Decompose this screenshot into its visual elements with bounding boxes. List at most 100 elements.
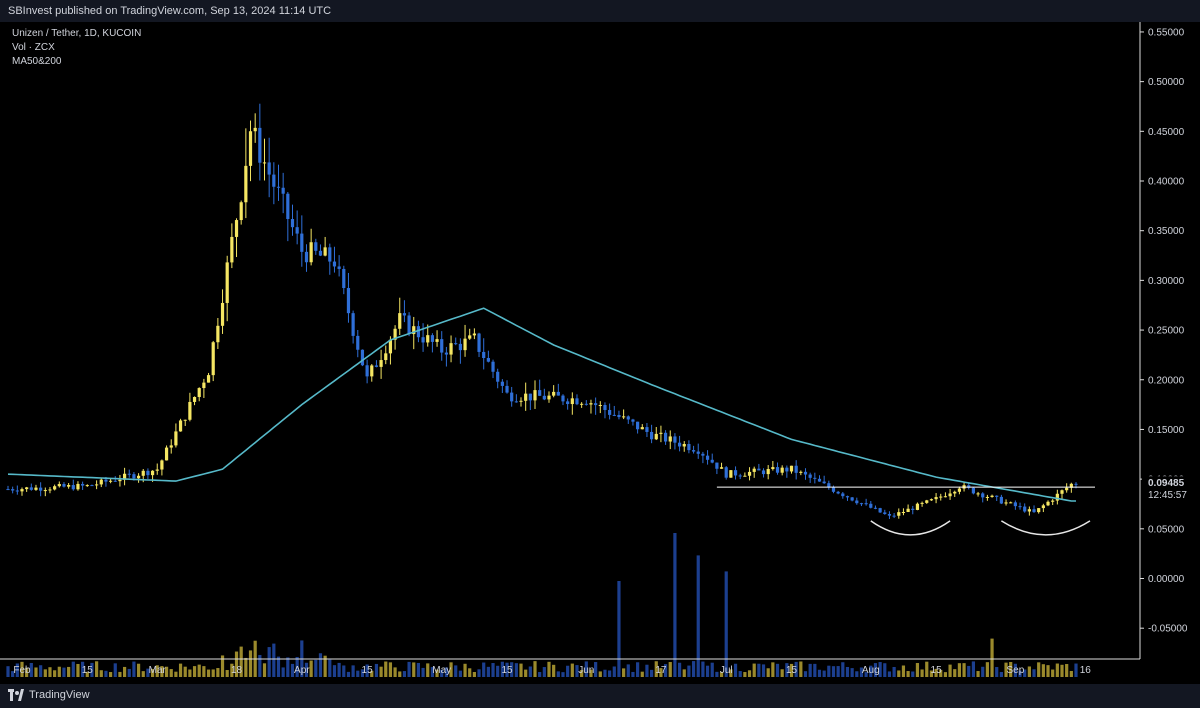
candle-body: [398, 313, 402, 329]
candle-body: [715, 462, 719, 469]
candle-body: [743, 475, 747, 477]
volume-bar: [272, 643, 276, 677]
candle-body: [146, 470, 150, 476]
x-tick-label: 17: [655, 665, 667, 676]
volume-bar: [164, 666, 169, 677]
volume-bar: [971, 661, 975, 677]
volume-bar: [388, 662, 393, 677]
volume-bar: [990, 638, 994, 677]
volume-bar: [426, 663, 430, 677]
volume-bar: [454, 665, 458, 677]
candle-body: [990, 495, 994, 497]
candle-body: [440, 339, 444, 353]
volume-bar: [603, 669, 607, 677]
volume-bar: [267, 647, 271, 677]
volume-bar: [309, 660, 313, 677]
candle-body: [878, 508, 882, 513]
volume-bar: [948, 664, 952, 677]
volume-bar: [76, 663, 80, 677]
candle-body: [920, 502, 924, 504]
volume-bar: [496, 665, 500, 677]
x-tick-label: 15: [501, 665, 513, 676]
y-tick-label: 0.50000: [1148, 77, 1185, 88]
volume-bar: [500, 661, 504, 677]
candle-body: [570, 398, 574, 405]
volume-bar: [402, 671, 407, 677]
candle-body: [915, 503, 920, 510]
candle-body: [197, 388, 201, 397]
candle-body: [309, 242, 313, 263]
candle-body: [1013, 502, 1017, 507]
volume-bar: [174, 671, 178, 677]
candle-body: [659, 432, 663, 434]
volume-bar: [360, 669, 365, 677]
candle-body: [831, 487, 836, 492]
candle-body: [155, 469, 159, 471]
volume-bar: [81, 661, 85, 677]
candle-body: [388, 339, 393, 354]
candle-body: [150, 470, 155, 476]
candle-body: [374, 365, 379, 367]
y-tick-label: 0.20000: [1148, 375, 1185, 386]
candle-body: [29, 487, 33, 490]
candle-body: [463, 338, 467, 351]
candle-body: [626, 416, 630, 420]
candle-body: [1041, 505, 1045, 509]
volume-bar: [1069, 670, 1073, 677]
price-chart[interactable]: 0.55000 0.50000 0.45000 0.40000 0.35000 0.300…: [0, 22, 1200, 684]
candle-body: [864, 503, 868, 505]
candle-body: [384, 353, 388, 361]
candle-body: [416, 326, 421, 338]
y-tick-label: 0.45000: [1148, 127, 1185, 138]
candle-body: [510, 392, 514, 402]
volume-bar: [831, 666, 836, 677]
volume-bar: [141, 671, 145, 677]
candle-body: [1032, 509, 1036, 513]
candle-body: [85, 485, 89, 487]
volume-bar: [640, 671, 644, 677]
candle-body: [346, 288, 351, 314]
volume-bar: [677, 662, 682, 677]
tradingview-logo[interactable]: TradingView: [8, 689, 90, 701]
candle-body: [230, 236, 234, 263]
volume-bar: [435, 669, 439, 677]
volume-bar: [29, 662, 33, 677]
volume-bar: [654, 661, 658, 677]
candle-body: [682, 443, 686, 447]
x-tick-label: Feb: [13, 665, 31, 676]
volume-bar: [934, 668, 938, 677]
volume-bar: [463, 663, 467, 677]
volume-bar: [761, 664, 766, 677]
volume-bar: [1027, 666, 1031, 677]
volume-bar: [855, 671, 859, 677]
candle-body: [132, 474, 136, 479]
volume-bar: [733, 663, 738, 677]
candle-body: [1065, 487, 1069, 491]
candle-body: [598, 405, 602, 407]
volume-bar: [127, 668, 131, 677]
volume-bar: [192, 666, 197, 677]
candle-body: [407, 315, 411, 335]
candle-body: [799, 471, 803, 473]
candle-body: [188, 401, 192, 420]
candle-body: [668, 436, 672, 442]
volume-bar: [1046, 665, 1050, 677]
candle-body: [673, 436, 677, 443]
candle-body: [136, 475, 141, 479]
candle-body: [794, 465, 798, 473]
candle-body: [109, 480, 113, 482]
volume-bar: [859, 667, 864, 677]
candle-body: [617, 414, 621, 418]
volume-bar: [967, 665, 971, 677]
volume-bar: [146, 668, 150, 677]
volume-bar: [286, 657, 290, 677]
volume-bar: [262, 663, 267, 677]
volume-bar: [645, 664, 649, 677]
volume-bar: [738, 671, 742, 677]
candle-body: [808, 474, 812, 478]
candle-body: [822, 481, 826, 484]
volume-bar: [687, 665, 691, 677]
volume-bar: [57, 666, 61, 677]
x-tick-label: Apr: [294, 665, 310, 676]
volume-bar: [873, 663, 878, 677]
